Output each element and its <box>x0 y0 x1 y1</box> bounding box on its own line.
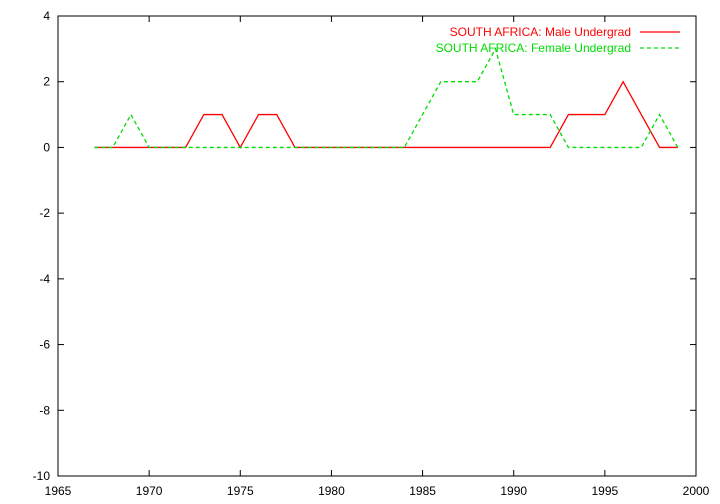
x-tick-label: 1995 <box>592 484 619 498</box>
x-tick-label: 1975 <box>227 484 254 498</box>
plot-frame <box>57 15 697 477</box>
legend: SOUTH AFRICA: Male Undergrad SOUTH AFRICA… <box>436 25 680 55</box>
y-tick-label: 2 <box>43 75 50 89</box>
y-axis: -10 -8 -6 -4 -2 0 2 4 <box>33 9 696 483</box>
y-tick-label: -10 <box>33 469 51 483</box>
x-tick-label: 2000 <box>683 484 710 498</box>
series-line-1 <box>94 80 678 149</box>
legend-label-1: SOUTH AFRICA: Male Undergrad <box>450 25 631 39</box>
y-tick-label: -4 <box>39 272 50 286</box>
x-tick-label: 1965 <box>45 484 72 498</box>
series-line-2 <box>94 47 679 149</box>
x-tick-label: 1990 <box>500 484 527 498</box>
x-tick-label: 1980 <box>318 484 345 498</box>
x-axis: 1965 1970 1975 1980 1985 1990 1995 2000 <box>45 16 710 498</box>
y-tick-label: 4 <box>43 9 50 23</box>
x-tick-label: 1970 <box>136 484 163 498</box>
y-tick-label: -2 <box>39 206 50 220</box>
y-tick-label: -6 <box>39 338 50 352</box>
y-tick-label: -8 <box>39 403 50 417</box>
legend-label-2: SOUTH AFRICA: Female Undergrad <box>436 41 631 55</box>
x-tick-label: 1985 <box>409 484 436 498</box>
y-tick-label: 0 <box>43 140 50 154</box>
series-layer <box>94 47 679 149</box>
